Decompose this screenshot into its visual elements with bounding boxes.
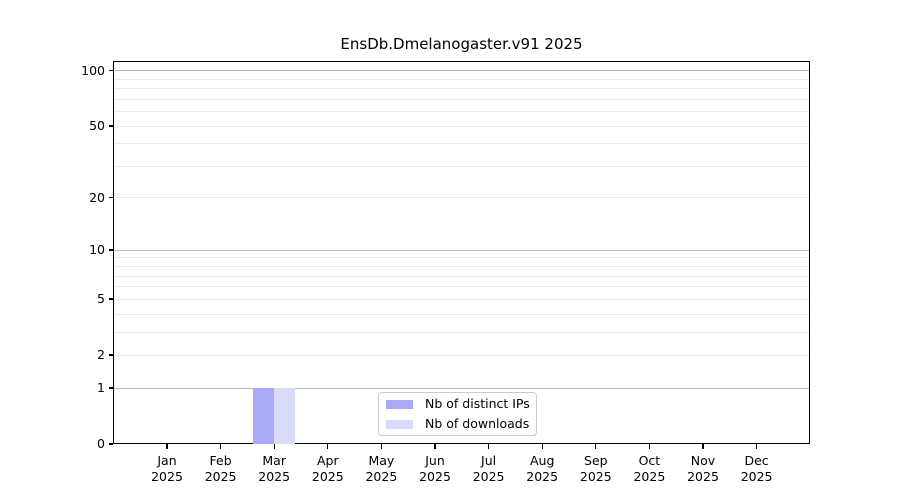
x-tick-mark-may — [380, 444, 383, 449]
x-tick-month: May — [368, 453, 395, 468]
x-tick-mark-mar — [273, 444, 275, 449]
x-tick-mark-sep — [595, 444, 597, 449]
x-tick-year: 2025 — [472, 468, 505, 484]
x-tick-year: 2025 — [258, 468, 291, 484]
gridline-y-100 — [114, 70, 809, 72]
y-tick-label-0: 0 — [97, 436, 105, 451]
chart-title: EnsDb.Dmelanogaster.v91 2025 — [340, 35, 583, 53]
y-tick-label-20: 20 — [89, 189, 105, 205]
gridline-y-40 — [114, 143, 809, 145]
y-tick-mark-50 — [109, 125, 113, 127]
x-tick-month: Sep — [584, 453, 608, 468]
y-tick-mark-2 — [109, 354, 113, 356]
gridline-y-3 — [114, 331, 809, 333]
gridline-y-30 — [114, 165, 809, 167]
y-tick-mark-100 — [109, 70, 113, 72]
y-tick-label-10: 10 — [89, 242, 105, 258]
legend-swatch-downloads — [386, 419, 413, 429]
gridline-y-90 — [114, 78, 809, 80]
x-tick-label-mar: Mar 2025 — [234, 453, 314, 484]
x-tick-year: 2025 — [365, 468, 398, 484]
x-tick-label-dec: Dec 2025 — [717, 453, 797, 484]
gridline-y-2 — [114, 354, 809, 356]
bar-nb-of-downloads-mar-2025 — [273, 387, 296, 444]
gridline-y-9 — [114, 257, 809, 259]
x-tick-label-jul: Jul 2025 — [449, 453, 529, 484]
x-tick-year: 2025 — [419, 468, 451, 484]
gridline-y-4 — [114, 313, 809, 315]
x-tick-month: Mar — [262, 453, 286, 468]
bar-nb-of-distinct-ips-mar-2025 — [252, 387, 274, 444]
gridline-y-7 — [114, 275, 809, 277]
x-tick-mark-nov — [702, 444, 704, 449]
x-tick-label-sep: Sep 2025 — [556, 453, 636, 484]
y-tick-label-2: 2 — [97, 347, 105, 363]
x-tick-month: Dec — [744, 453, 769, 468]
x-tick-label-feb: Feb 2025 — [181, 453, 261, 484]
y-tick-mark-5 — [109, 298, 113, 300]
legend-label-downloads: Nb of downloads — [425, 416, 530, 431]
x-tick-label-oct: Oct 2025 — [609, 453, 689, 484]
x-tick-month: Jun — [425, 453, 445, 468]
x-tick-month: Feb — [209, 453, 232, 468]
x-tick-mark-apr — [327, 444, 329, 449]
x-tick-year: 2025 — [633, 468, 666, 484]
x-tick-label-nov: Nov 2025 — [663, 453, 743, 484]
x-tick-mark-oct — [648, 444, 651, 449]
y-tick-label-50: 50 — [89, 117, 105, 133]
x-tick-year: 2025 — [311, 468, 344, 484]
x-tick-label-may: May 2025 — [341, 453, 421, 484]
gridline-y-50 — [114, 125, 809, 127]
legend: Nb of distinct IPs Nb of downloads — [378, 392, 537, 436]
gridline-y-10 — [114, 249, 809, 251]
gridline-y-60 — [114, 111, 809, 113]
gridline-y-6 — [114, 286, 809, 288]
x-tick-year: 2025 — [687, 468, 719, 484]
x-tick-year: 2025 — [740, 468, 773, 484]
x-tick-month: Jul — [481, 453, 497, 468]
x-tick-month: Apr — [316, 453, 339, 468]
gridline-y-1 — [114, 387, 809, 389]
y-tick-mark-0 — [109, 443, 113, 445]
x-tick-mark-feb — [219, 444, 222, 449]
x-tick-year: 2025 — [204, 468, 237, 484]
x-tick-mark-jan — [166, 444, 168, 449]
x-tick-mark-aug — [541, 444, 543, 449]
x-tick-mark-jun — [434, 444, 436, 449]
x-tick-label-aug: Aug 2025 — [502, 453, 582, 484]
legend-label-distinct-ips: Nb of distinct IPs — [425, 396, 530, 411]
y-tick-label-100: 100 — [81, 62, 105, 78]
x-tick-label-jan: Jan 2025 — [127, 453, 207, 484]
gridline-y-20 — [114, 197, 809, 199]
plot-area — [113, 61, 810, 444]
gridline-y-80 — [114, 88, 809, 90]
x-tick-month: Nov — [690, 453, 716, 468]
y-tick-mark-10 — [109, 249, 113, 251]
y-tick-mark-1 — [109, 387, 113, 389]
x-tick-year: 2025 — [526, 468, 559, 484]
x-tick-label-apr: Apr 2025 — [288, 453, 368, 484]
legend-item-distinct-ips: Nb of distinct IPs — [386, 394, 530, 414]
y-tick-mark-20 — [109, 197, 113, 199]
x-tick-year: 2025 — [579, 468, 612, 484]
x-tick-month: Aug — [529, 453, 555, 468]
gridline-y-70 — [114, 98, 809, 100]
gridline-y-5 — [114, 298, 809, 300]
legend-swatch-distinct-ips — [386, 399, 413, 409]
x-tick-label-jun: Jun 2025 — [395, 453, 475, 484]
y-tick-label-1: 1 — [97, 379, 105, 395]
y-tick-label-5: 5 — [97, 291, 105, 307]
x-tick-mark-dec — [755, 444, 758, 449]
gridline-y-8 — [114, 265, 809, 267]
x-tick-month: Jan — [157, 453, 177, 468]
legend-item-downloads: Nb of downloads — [386, 414, 530, 434]
x-tick-month: Oct — [638, 453, 661, 468]
x-tick-mark-jul — [487, 444, 490, 449]
x-tick-year: 2025 — [151, 468, 183, 484]
